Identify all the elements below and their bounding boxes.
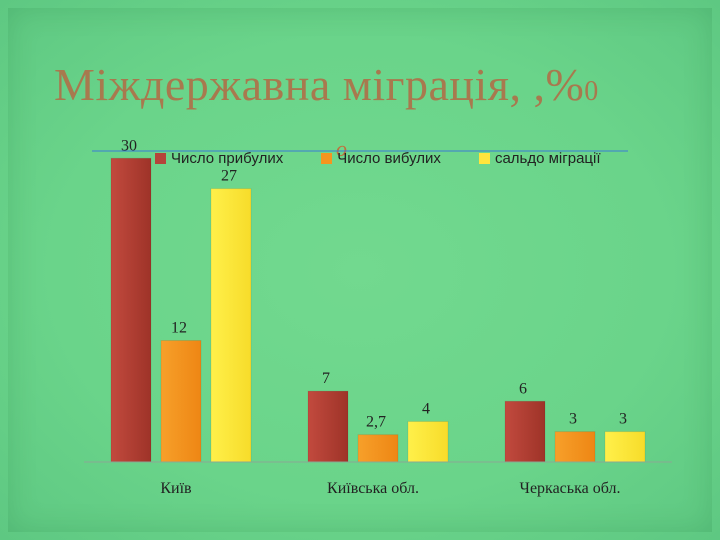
category-label-1: Київська обл. [327, 480, 419, 497]
chart-legend: Число прибулих Число вибулих сальдо мігр… [155, 150, 639, 167]
bars-group: 30 12 27 7 2,7 4 6 3 3 [110, 137, 646, 463]
data-label-departures-1: 2,7 [366, 414, 386, 431]
legend-swatch-departures [321, 153, 333, 164]
data-label-arrivals-0: 30 [121, 137, 137, 154]
bar-balance-2 [604, 431, 646, 463]
legend-swatch-arrivals [155, 153, 166, 164]
data-label-arrivals-2: 6 [519, 380, 527, 397]
bar-arrivals-2 [504, 400, 546, 463]
legend-label-arrivals: Число прибулих [171, 150, 284, 167]
category-label-2: Черкаська обл. [520, 480, 621, 497]
legend-item-balance: сальдо міграції [478, 150, 601, 167]
slide-title-text: Міждержавна міграція, ,% [54, 59, 585, 110]
data-label-balance-2: 3 [619, 411, 627, 428]
data-label-arrivals-1: 7 [322, 370, 330, 387]
bar-arrivals-1 [307, 390, 349, 463]
slide-title: Міждержавна міграція, ,%0 [54, 58, 599, 111]
slide-title-suffix: 0 [584, 76, 599, 107]
data-label-balance-0: 27 [221, 168, 237, 185]
legend-label-departures: Число вибулих [337, 150, 441, 167]
bar-departures-0 [160, 340, 202, 463]
data-label-balance-1: 4 [422, 401, 430, 418]
legend-label-balance: сальдо міграції [494, 150, 601, 167]
bar-departures-1 [357, 434, 399, 463]
legend-item-arrivals: Число прибулих [155, 150, 283, 167]
legend-item-departures: Число вибулих [321, 150, 441, 167]
data-label-departures-2: 3 [569, 411, 577, 428]
category-label-0: Київ [160, 480, 192, 497]
legend-swatch-balance [478, 153, 490, 164]
data-label-departures-0: 12 [171, 320, 187, 337]
bar-arrivals-0 [110, 157, 152, 463]
bar-balance-1 [407, 421, 449, 463]
bar-departures-2 [554, 431, 596, 463]
slide-subtitle: о [336, 136, 347, 161]
bar-balance-0 [210, 188, 252, 463]
